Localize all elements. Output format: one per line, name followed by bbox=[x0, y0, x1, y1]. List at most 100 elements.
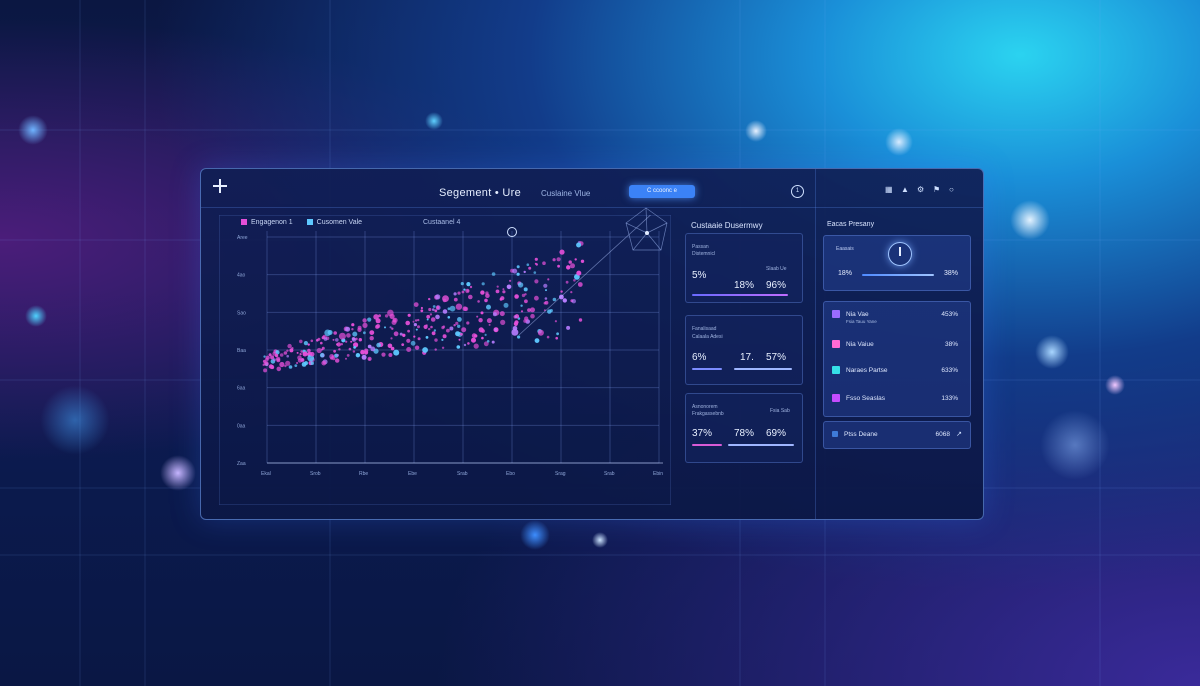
data-point[interactable] bbox=[336, 342, 341, 347]
data-point[interactable] bbox=[286, 349, 289, 352]
data-point[interactable] bbox=[523, 270, 526, 274]
data-point[interactable] bbox=[270, 364, 275, 370]
data-point[interactable] bbox=[554, 320, 557, 323]
data-point[interactable] bbox=[401, 343, 405, 346]
data-point[interactable] bbox=[263, 355, 266, 358]
data-point[interactable] bbox=[469, 285, 473, 289]
data-point[interactable] bbox=[509, 279, 512, 282]
data-point[interactable] bbox=[460, 282, 464, 286]
data-point[interactable] bbox=[562, 298, 567, 303]
data-point[interactable] bbox=[406, 338, 411, 343]
data-point[interactable] bbox=[316, 339, 319, 342]
data-point[interactable] bbox=[465, 288, 470, 294]
data-point[interactable] bbox=[420, 309, 424, 313]
data-point[interactable] bbox=[307, 348, 311, 353]
data-point[interactable] bbox=[441, 338, 444, 341]
data-point[interactable] bbox=[351, 337, 356, 341]
data-point[interactable] bbox=[335, 358, 340, 363]
data-point[interactable] bbox=[456, 345, 461, 349]
data-point[interactable] bbox=[429, 313, 433, 316]
data-point[interactable] bbox=[284, 364, 287, 368]
data-point[interactable] bbox=[307, 343, 310, 346]
data-point[interactable] bbox=[578, 318, 583, 322]
data-point[interactable] bbox=[574, 258, 577, 261]
data-point[interactable] bbox=[534, 295, 539, 301]
data-point[interactable] bbox=[442, 325, 446, 328]
data-point[interactable] bbox=[345, 340, 348, 343]
data-point[interactable] bbox=[543, 301, 547, 305]
data-point[interactable] bbox=[389, 313, 395, 319]
data-point[interactable] bbox=[473, 343, 479, 349]
data-point[interactable] bbox=[348, 347, 352, 351]
data-point[interactable] bbox=[484, 333, 487, 336]
data-point[interactable] bbox=[500, 319, 506, 325]
data-point[interactable] bbox=[484, 298, 488, 303]
data-point[interactable] bbox=[333, 349, 336, 353]
data-point[interactable] bbox=[557, 264, 560, 268]
data-point[interactable] bbox=[384, 314, 389, 318]
data-point[interactable] bbox=[512, 268, 518, 274]
data-point[interactable] bbox=[520, 310, 524, 313]
data-point[interactable] bbox=[458, 338, 461, 341]
data-point[interactable] bbox=[322, 335, 326, 339]
primary-button[interactable]: C ccoonc e bbox=[629, 185, 695, 198]
data-point[interactable] bbox=[547, 278, 550, 281]
data-point[interactable] bbox=[521, 293, 526, 298]
data-point[interactable] bbox=[413, 323, 417, 327]
data-point[interactable] bbox=[442, 309, 448, 314]
data-point[interactable] bbox=[370, 346, 376, 352]
data-point[interactable] bbox=[449, 305, 456, 312]
data-point[interactable] bbox=[576, 242, 582, 248]
data-point[interactable] bbox=[413, 335, 416, 338]
data-point[interactable] bbox=[369, 330, 375, 335]
data-point[interactable] bbox=[524, 299, 528, 304]
data-point[interactable] bbox=[417, 325, 420, 329]
data-point[interactable] bbox=[547, 309, 552, 314]
data-point[interactable] bbox=[467, 342, 470, 345]
data-point[interactable] bbox=[453, 324, 456, 327]
arrow-icon[interactable]: ↗ bbox=[956, 431, 962, 438]
data-point[interactable] bbox=[362, 322, 368, 328]
data-point[interactable] bbox=[544, 297, 548, 300]
data-point[interactable] bbox=[573, 279, 576, 282]
data-point[interactable] bbox=[420, 306, 423, 310]
data-point[interactable] bbox=[393, 349, 400, 356]
data-point[interactable] bbox=[432, 308, 435, 311]
data-point[interactable] bbox=[570, 263, 575, 269]
data-point[interactable] bbox=[571, 299, 576, 304]
data-point[interactable] bbox=[436, 305, 439, 308]
data-point[interactable] bbox=[481, 282, 485, 286]
data-point[interactable] bbox=[275, 356, 281, 362]
data-point[interactable] bbox=[428, 307, 432, 312]
data-point[interactable] bbox=[310, 361, 314, 365]
data-point[interactable] bbox=[471, 337, 476, 343]
data-point[interactable] bbox=[457, 317, 462, 322]
data-point[interactable] bbox=[288, 365, 293, 369]
data-point[interactable] bbox=[268, 353, 272, 357]
data-point[interactable] bbox=[272, 358, 276, 362]
data-point[interactable] bbox=[513, 321, 518, 326]
data-point[interactable] bbox=[299, 353, 302, 356]
data-point[interactable] bbox=[530, 307, 535, 313]
data-point[interactable] bbox=[502, 288, 505, 291]
data-point[interactable] bbox=[414, 319, 418, 322]
data-point[interactable] bbox=[410, 340, 416, 346]
data-point[interactable] bbox=[480, 290, 485, 295]
data-point[interactable] bbox=[502, 290, 506, 294]
data-point[interactable] bbox=[546, 335, 550, 339]
data-point[interactable] bbox=[434, 348, 437, 351]
data-point[interactable] bbox=[360, 349, 365, 355]
data-point[interactable] bbox=[503, 302, 509, 308]
data-point[interactable] bbox=[466, 282, 471, 287]
data-point[interactable] bbox=[390, 337, 393, 340]
data-point[interactable] bbox=[485, 291, 489, 295]
data-point[interactable] bbox=[462, 306, 468, 311]
data-point[interactable] bbox=[345, 357, 347, 360]
data-point[interactable] bbox=[393, 331, 399, 337]
data-point[interactable] bbox=[283, 351, 288, 355]
data-point[interactable] bbox=[523, 319, 527, 323]
user-icon[interactable]: ○ bbox=[949, 185, 954, 194]
data-point[interactable] bbox=[441, 346, 445, 349]
data-point[interactable] bbox=[534, 279, 539, 284]
data-point[interactable] bbox=[384, 326, 386, 329]
